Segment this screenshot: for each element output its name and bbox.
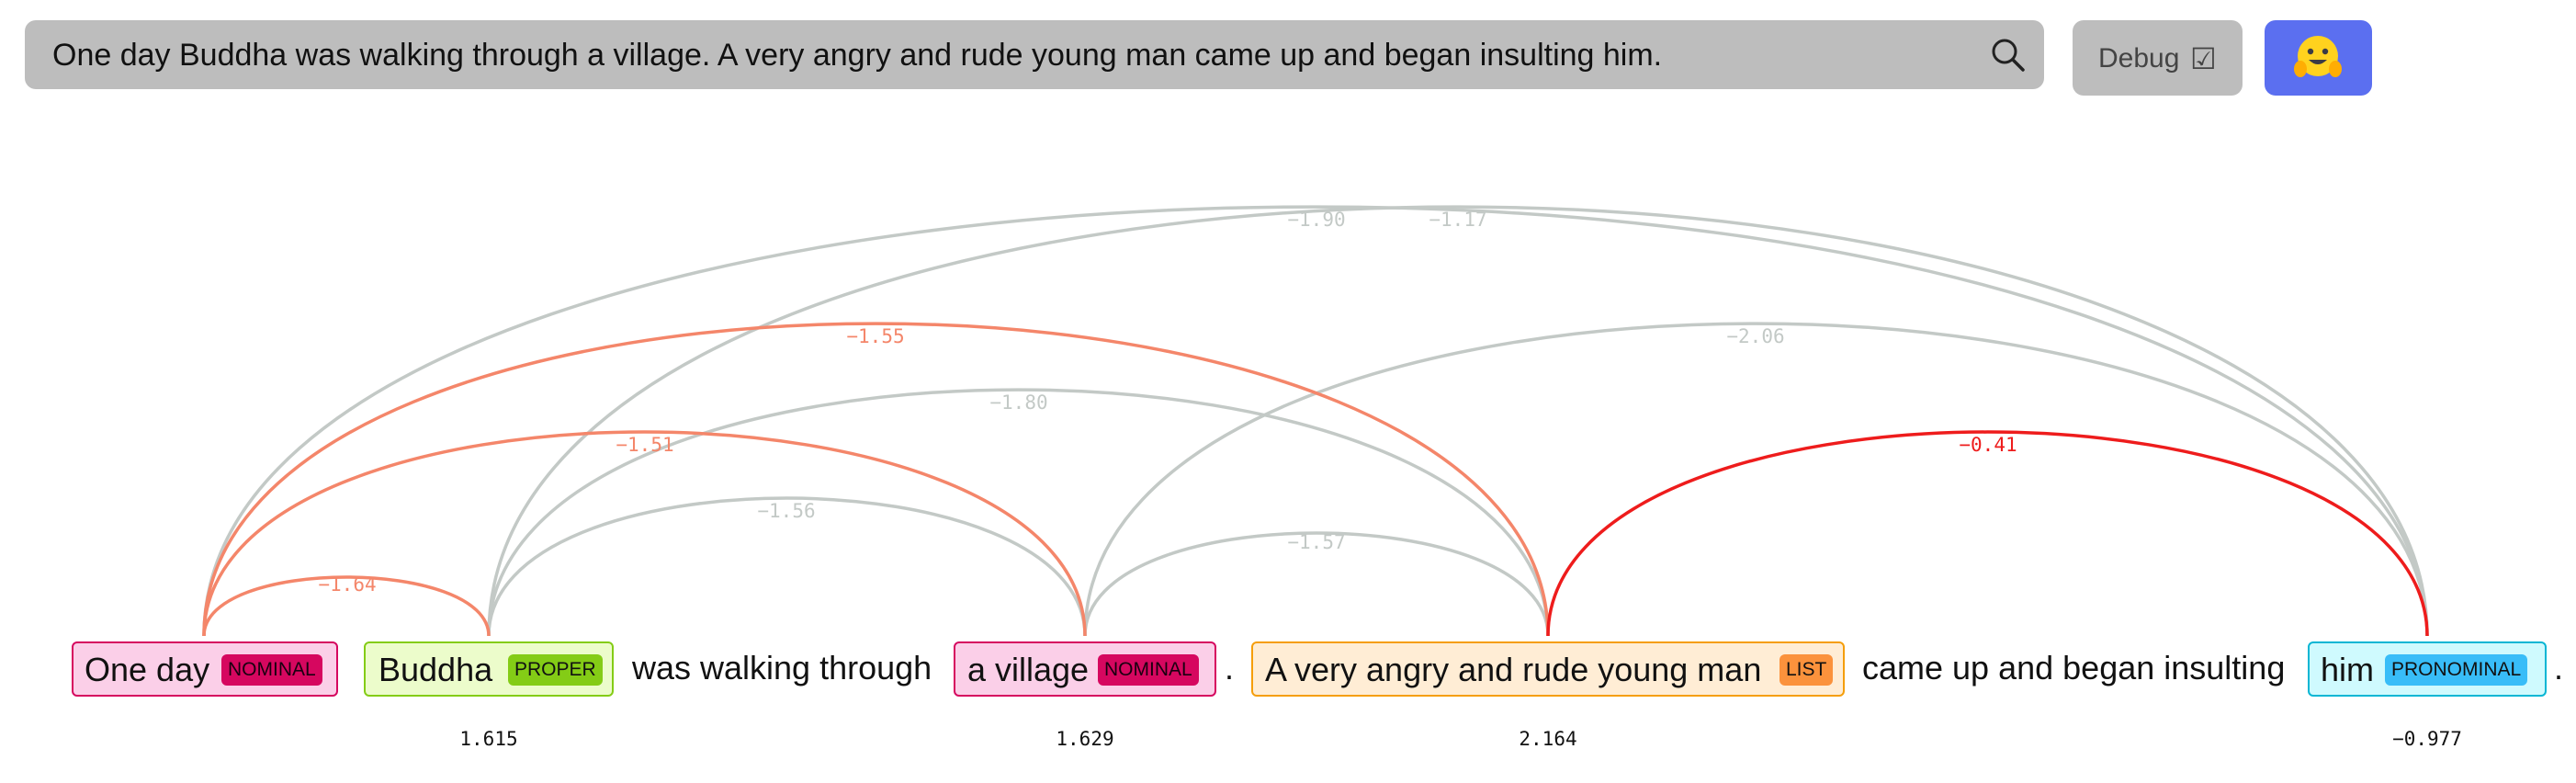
coref-arc [1083, 531, 1550, 637]
arc-score-label: −1.90 [1287, 209, 1345, 231]
hugging-face-icon [2294, 36, 2342, 77]
debug-checkbox[interactable]: ☑ [2190, 42, 2217, 75]
token-text: came up and began insulting [1862, 649, 2286, 687]
mention-score: 2.164 [1519, 728, 1577, 750]
mention-score: −0.977 [2392, 728, 2462, 750]
mention-text: him [2321, 651, 2375, 688]
mention-type-badge: LIST [1779, 654, 1834, 686]
arc-score-label: −1.17 [1429, 209, 1486, 231]
mention-a-very-angry-and-rude-young-man[interactable]: A very angry and rude young man LIST [1251, 641, 1845, 697]
arc-score-label: −1.57 [1287, 531, 1345, 553]
search-bar[interactable]: One day Buddha was walking through a vil… [25, 20, 2044, 89]
arc-score-label: −1.56 [757, 500, 815, 522]
debug-label: Debug [2098, 43, 2180, 74]
mention-one-day[interactable]: One day NOMINAL [72, 641, 338, 697]
arc-score-label: −1.55 [846, 325, 904, 347]
arc-score-label: −1.51 [616, 434, 673, 456]
mention-score: 1.629 [1056, 728, 1114, 750]
search-icon[interactable] [1988, 35, 2028, 75]
coref-arc [1546, 430, 2429, 637]
coref-arc [202, 205, 2429, 637]
coref-arc [487, 496, 1087, 637]
mention-text: a village [967, 651, 1090, 688]
search-input[interactable]: One day Buddha was walking through a vil… [52, 38, 1663, 73]
mention-type-badge: NOMINAL [221, 654, 322, 686]
coref-arc [487, 205, 2429, 637]
mention-buddha[interactable]: Buddha PROPER [364, 641, 614, 697]
coref-arc [202, 575, 491, 637]
mention-text: One day [85, 651, 210, 688]
token-text: . [1225, 649, 1235, 687]
arc-score-label: −2.06 [1726, 325, 1784, 347]
coref-arc [202, 430, 1087, 637]
hugging-face-button[interactable] [2265, 20, 2372, 96]
token-text: was walking through [632, 649, 932, 687]
mention-text: Buddha [378, 651, 493, 688]
mention-text: A very angry and rude young man [1265, 651, 1762, 688]
coref-arc [202, 322, 1550, 637]
debug-toggle-button[interactable]: Debug ☑ [2073, 20, 2243, 96]
coref-arc [487, 388, 1550, 637]
mention-type-badge: NOMINAL [1098, 654, 1199, 686]
mention-a-village[interactable]: a village NOMINAL [954, 641, 1216, 697]
arc-score-label: −1.64 [318, 573, 376, 596]
coref-arc [1083, 322, 2429, 637]
arc-score-label: −0.41 [1959, 434, 2017, 456]
mention-type-badge: PRONOMINAL [2385, 654, 2528, 686]
mention-type-badge: PROPER [508, 654, 603, 686]
mention-him[interactable]: him PRONOMINAL [2308, 641, 2547, 697]
token-text: . [2554, 649, 2564, 687]
mention-score: 1.615 [459, 728, 518, 750]
arc-score-label: −1.80 [989, 392, 1047, 414]
